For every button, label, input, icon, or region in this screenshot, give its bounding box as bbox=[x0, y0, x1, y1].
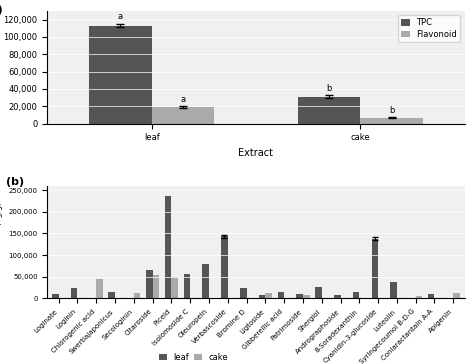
Bar bbox=[315, 287, 322, 298]
Bar bbox=[183, 274, 190, 298]
Bar bbox=[153, 276, 159, 298]
Text: (b): (b) bbox=[6, 177, 24, 187]
Bar bbox=[172, 277, 178, 298]
Bar bbox=[296, 294, 303, 298]
Bar bbox=[259, 295, 265, 298]
Text: a: a bbox=[118, 12, 123, 21]
Bar bbox=[134, 293, 140, 298]
Bar bbox=[240, 288, 246, 298]
Text: a: a bbox=[181, 95, 185, 104]
Bar bbox=[360, 118, 423, 124]
Text: b: b bbox=[326, 84, 332, 93]
Bar bbox=[428, 294, 435, 298]
Text: (a): (a) bbox=[0, 5, 2, 15]
Bar bbox=[52, 294, 59, 298]
Bar bbox=[303, 295, 310, 298]
Bar bbox=[89, 26, 152, 124]
X-axis label: Extract: Extract bbox=[238, 148, 273, 158]
Bar bbox=[221, 237, 228, 298]
Bar bbox=[109, 292, 115, 298]
Bar bbox=[334, 296, 340, 298]
Bar bbox=[453, 293, 460, 298]
Bar bbox=[165, 196, 172, 298]
Bar bbox=[372, 239, 378, 298]
Bar bbox=[298, 97, 360, 124]
Y-axis label: Concentration (ug/g): Concentration (ug/g) bbox=[0, 202, 3, 282]
Bar bbox=[152, 107, 214, 124]
Bar bbox=[390, 282, 397, 298]
Bar bbox=[71, 288, 77, 298]
Bar bbox=[265, 293, 272, 298]
Legend: leaf, cake: leaf, cake bbox=[156, 350, 231, 364]
Bar bbox=[202, 264, 209, 298]
Bar bbox=[416, 296, 422, 298]
Bar bbox=[146, 270, 153, 298]
Bar bbox=[96, 278, 103, 298]
Bar bbox=[353, 292, 359, 298]
Legend: TPC, Flavonoid: TPC, Flavonoid bbox=[398, 15, 460, 42]
Text: b: b bbox=[389, 106, 394, 115]
Bar bbox=[278, 292, 284, 298]
